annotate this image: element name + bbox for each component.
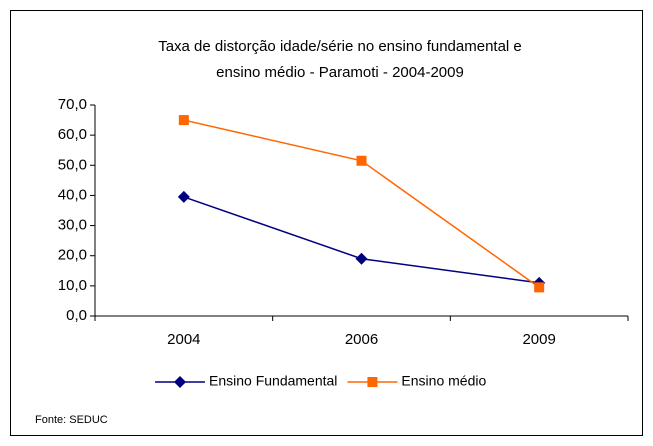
y-tick-label: 30,0 — [58, 217, 87, 234]
legend-label: Ensino médio — [401, 373, 486, 389]
y-tick-label: 70,0 — [58, 96, 87, 113]
y-tick-label: 0,0 — [66, 307, 87, 324]
x-tick-label: 2006 — [345, 331, 378, 348]
y-tick-label: 10,0 — [58, 277, 87, 294]
marker — [355, 252, 368, 265]
y-tick-label: 50,0 — [58, 156, 87, 173]
y-tick-label: 60,0 — [58, 126, 87, 143]
marker — [177, 190, 190, 203]
legend-label: Ensino Fundamental — [209, 373, 337, 389]
marker — [534, 282, 545, 293]
source-note: Fonte: SEDUC — [35, 414, 108, 426]
chart-title: ensino médio - Paramoti - 2004-2009 — [216, 64, 464, 81]
marker — [174, 376, 186, 388]
x-tick-label: 2009 — [522, 331, 555, 348]
x-tick-label: 2004 — [167, 331, 200, 348]
y-tick-label: 40,0 — [58, 186, 87, 203]
marker — [356, 155, 367, 166]
chart-title: Taxa de distorção idade/série no ensino … — [158, 38, 522, 55]
chart-frame — [10, 10, 643, 436]
marker — [178, 115, 189, 126]
marker — [367, 377, 378, 387]
y-tick-label: 20,0 — [58, 247, 87, 264]
